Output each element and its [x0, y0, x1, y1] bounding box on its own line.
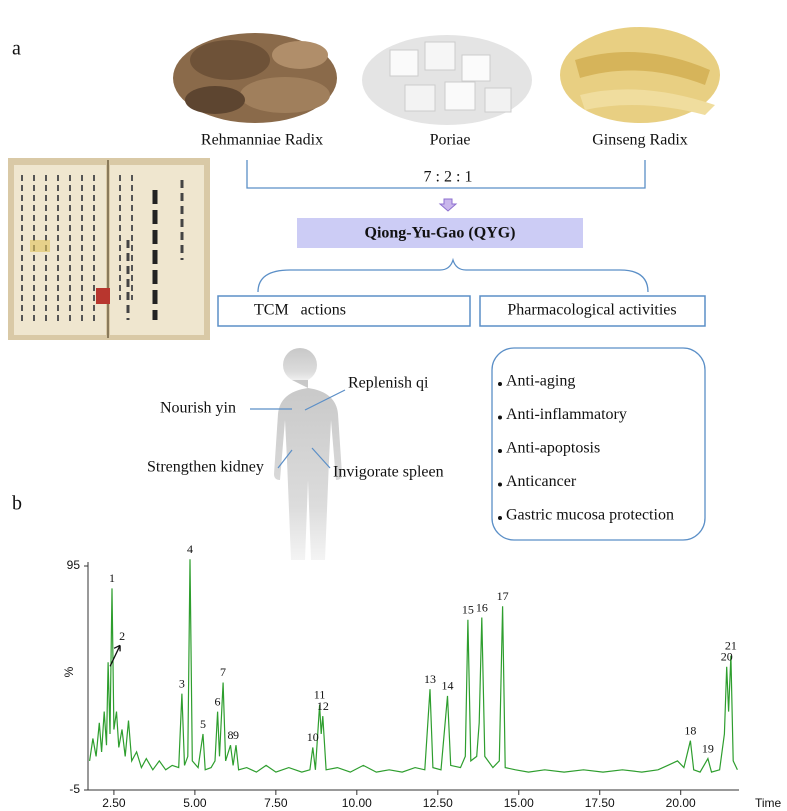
peak-label: 10 — [307, 730, 319, 744]
x-tick-label: 15.00 — [504, 796, 534, 810]
book-photo — [8, 158, 210, 340]
panel-label: a — [12, 38, 21, 60]
peak-label: 21 — [725, 638, 737, 652]
bullet — [498, 516, 502, 520]
peak-label: 18 — [684, 723, 696, 737]
peak-label: 12 — [317, 699, 329, 713]
x-tick-label: 2.50 — [102, 796, 126, 810]
leader — [277, 449, 293, 469]
x-tick-label: 7.50 — [264, 796, 288, 810]
leader — [311, 447, 331, 469]
chromatogram-trace — [89, 559, 738, 773]
group-label: Pharmacological activities — [507, 302, 676, 319]
peak-label: 9 — [233, 728, 239, 742]
peak-label: 1 — [109, 571, 115, 585]
herb-label: Ginseng Radix — [592, 132, 688, 149]
bullet — [498, 415, 502, 420]
poria-photo — [362, 35, 532, 125]
ratio: 7 : 2 : 1 — [424, 169, 473, 186]
peak-label: 20 — [721, 650, 733, 664]
formula-box — [297, 218, 583, 248]
group-box — [479, 295, 706, 327]
activity-label: Anti-inflammatory — [506, 406, 627, 423]
x-tick-label: 5.00 — [183, 796, 207, 810]
group-label: TCM actions — [254, 302, 346, 319]
bracket — [257, 257, 649, 293]
group-box — [217, 295, 471, 327]
peak-label: 8 — [228, 728, 234, 742]
peak-label: 4 — [187, 542, 193, 556]
arrow — [109, 644, 121, 667]
formula: Qiong-Yu-Gao (QYG) — [365, 225, 516, 242]
action-label: Strengthen kidney — [147, 459, 264, 476]
rehmannia-photo — [173, 33, 337, 123]
herb-label: Rehmanniae Radix — [201, 132, 323, 149]
peak-label: 17 — [497, 589, 509, 603]
activity-label: Anticancer — [506, 473, 577, 490]
activity-label: Anti-apoptosis — [506, 440, 600, 457]
y-tick-label: -5 — [69, 782, 80, 796]
x-axis-label: Time — [755, 796, 782, 810]
peak-label: 15 — [462, 603, 474, 617]
peak-label: 5 — [200, 717, 206, 731]
x-tick-label: 20.00 — [666, 796, 696, 810]
activity-label: Gastric mucosa protection — [506, 507, 674, 524]
bullet — [498, 382, 502, 386]
bracket — [246, 160, 646, 189]
peak-label: 11 — [314, 688, 326, 702]
peak-label: 7 — [220, 665, 226, 679]
arrow — [438, 198, 458, 212]
activity-label: Anti-aging — [506, 373, 575, 390]
peak-label: 13 — [424, 672, 436, 686]
ginseng-photo — [560, 27, 720, 123]
panel-label: b — [12, 493, 22, 515]
x-tick-label: 12.50 — [423, 796, 453, 810]
y-tick-label: 95 — [67, 558, 81, 572]
bullet — [498, 449, 502, 453]
peak-label: 2 — [119, 629, 125, 643]
action-label: Nourish yin — [160, 400, 236, 417]
y-axis-label: % — [62, 666, 76, 677]
peak-label: 3 — [179, 676, 185, 690]
herb-label: Poriae — [430, 132, 471, 149]
action-label: Replenish qi — [348, 375, 429, 392]
human-figure — [274, 348, 342, 560]
peak-label: 19 — [702, 741, 714, 755]
peak-label: 6 — [215, 694, 221, 708]
peak-label: 14 — [442, 679, 454, 693]
action-label: Invigorate spleen — [333, 464, 444, 481]
bullet — [498, 482, 502, 487]
x-tick-label: 10.00 — [342, 796, 372, 810]
activities-box — [491, 347, 706, 541]
leader — [304, 389, 346, 411]
peak-label: 16 — [476, 600, 488, 614]
x-tick-label: 17.50 — [585, 796, 615, 810]
